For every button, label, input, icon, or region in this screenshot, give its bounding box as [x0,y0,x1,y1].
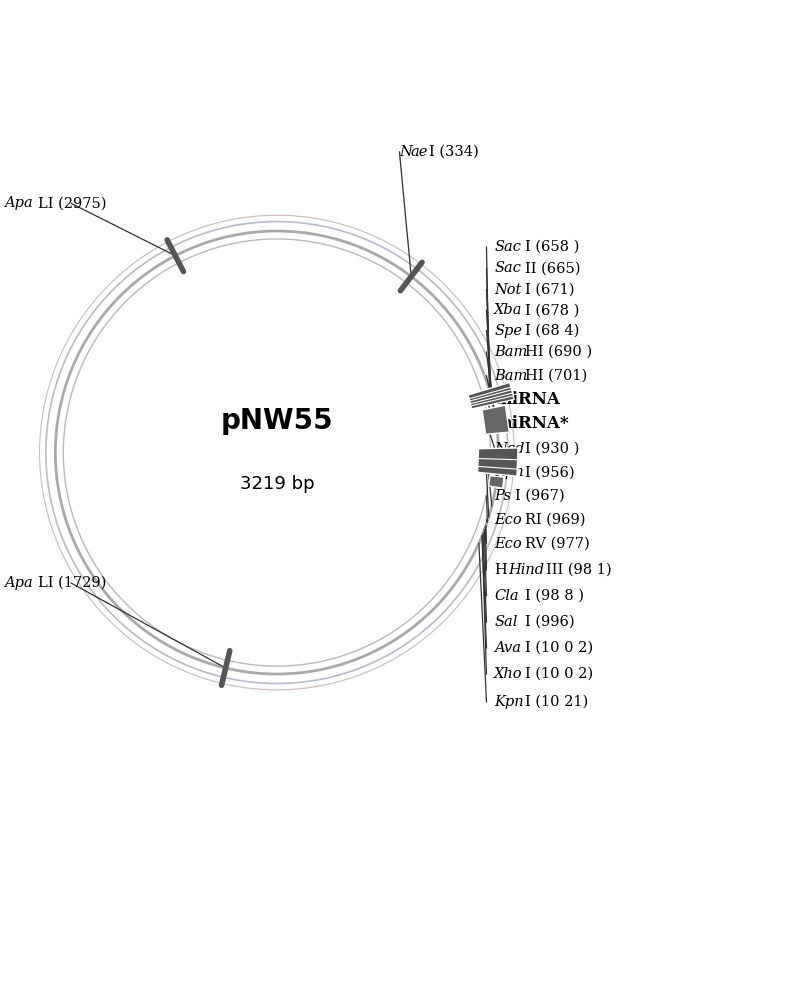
Text: I (678 ): I (678 ) [525,303,580,317]
Text: RI (969): RI (969) [525,513,585,527]
Text: I (956): I (956) [525,465,575,479]
Text: I (967): I (967) [515,489,565,503]
Text: LI (1729): LI (1729) [38,576,106,590]
Text: Bam: Bam [494,345,528,359]
Text: II (665): II (665) [525,261,581,275]
Polygon shape [468,382,514,409]
Polygon shape [478,448,518,476]
Text: Ncd: Ncd [494,442,524,456]
Text: Sac: Sac [494,261,521,275]
Text: Cla: Cla [494,589,519,603]
Text: Kpn: Kpn [494,695,524,709]
Text: Xho: Xho [494,667,523,681]
Text: miRNA: miRNA [494,391,560,408]
Text: Ps: Ps [494,489,511,503]
Text: Bam: Bam [494,369,528,383]
Text: Hind: Hind [509,563,545,577]
Text: HI (701): HI (701) [525,369,588,383]
Text: RV (977): RV (977) [525,537,590,551]
Text: III (98 1): III (98 1) [546,563,611,577]
Text: N: N [399,145,412,159]
Text: Eco: Eco [494,513,522,527]
Text: ae: ae [411,145,428,159]
Text: Apa: Apa [4,576,32,590]
Text: I (10 0 2): I (10 0 2) [525,641,593,655]
Polygon shape [482,405,509,434]
Text: I (68 4): I (68 4) [525,324,580,338]
Text: I (996): I (996) [525,615,575,629]
Text: I (671): I (671) [525,283,575,297]
Text: I (658 ): I (658 ) [525,240,580,254]
Text: Not: Not [494,283,522,297]
Text: LI (2975): LI (2975) [38,196,107,210]
Text: I (98 8 ): I (98 8 ) [525,589,585,603]
Text: Sac: Sac [494,240,521,254]
Text: Apa: Apa [4,196,32,210]
Text: pNW55: pNW55 [221,407,333,435]
Text: Sal: Sal [494,615,518,629]
Text: I (10 0 2): I (10 0 2) [525,667,593,681]
Text: Eco: Eco [494,537,522,551]
Text: HI (690 ): HI (690 ) [525,345,592,359]
Polygon shape [489,476,504,488]
Text: Xba: Xba [494,303,523,317]
Text: miRNA*: miRNA* [494,415,569,432]
Text: Spe: Spe [494,324,522,338]
Text: I (930 ): I (930 ) [525,442,580,456]
Text: I (334): I (334) [429,145,479,159]
Text: Kpn: Kpn [494,465,524,479]
Text: H: H [494,563,507,577]
Text: Ava: Ava [494,641,521,655]
Text: 3219 bp: 3219 bp [240,475,314,493]
Text: I (10 21): I (10 21) [525,695,589,709]
